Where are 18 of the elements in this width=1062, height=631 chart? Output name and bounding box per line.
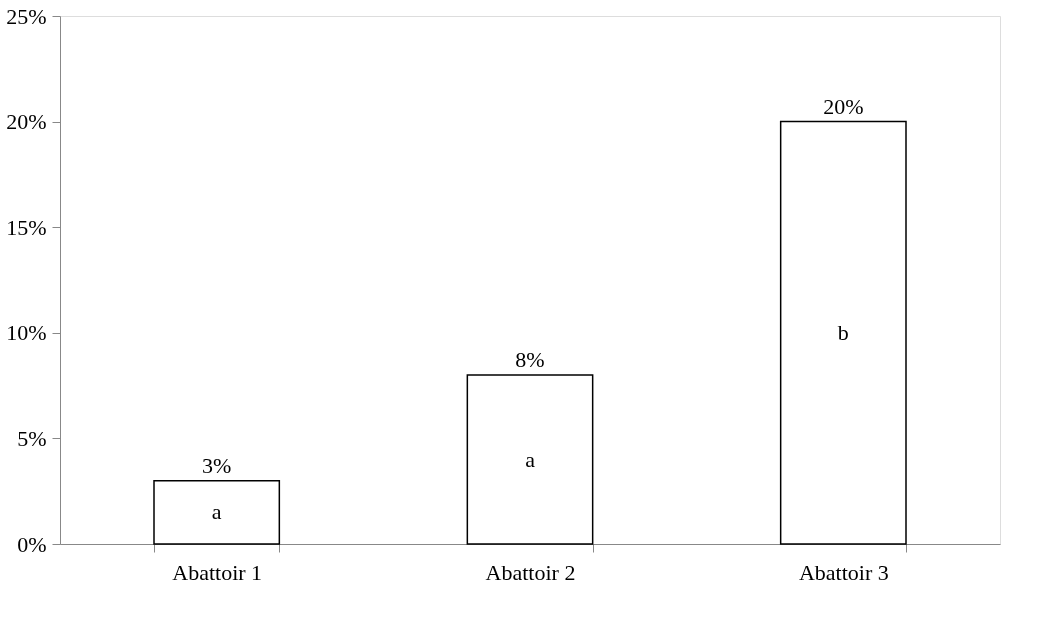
annotation: a xyxy=(211,499,222,525)
y-tick-label: 5% xyxy=(17,425,47,451)
bar xyxy=(466,374,594,545)
data-label: 20% xyxy=(823,93,864,119)
x-tick-label: Abattoir 3 xyxy=(798,559,889,585)
annotation: b xyxy=(837,319,849,345)
bar xyxy=(153,479,281,545)
y-tick-label: 10% xyxy=(6,320,47,346)
x-tick-label: Abattoir 1 xyxy=(172,559,263,585)
y-tick-label: 0% xyxy=(17,531,47,557)
y-tick-label: 25% xyxy=(6,3,47,29)
annotation: a xyxy=(525,446,536,472)
x-tick-label: Abattoir 2 xyxy=(485,559,576,585)
data-label: 8% xyxy=(515,347,545,373)
y-tick-label: 15% xyxy=(6,214,47,240)
y-tick-label: 20% xyxy=(6,109,47,135)
bar xyxy=(779,120,907,545)
data-label: 3% xyxy=(202,452,232,478)
